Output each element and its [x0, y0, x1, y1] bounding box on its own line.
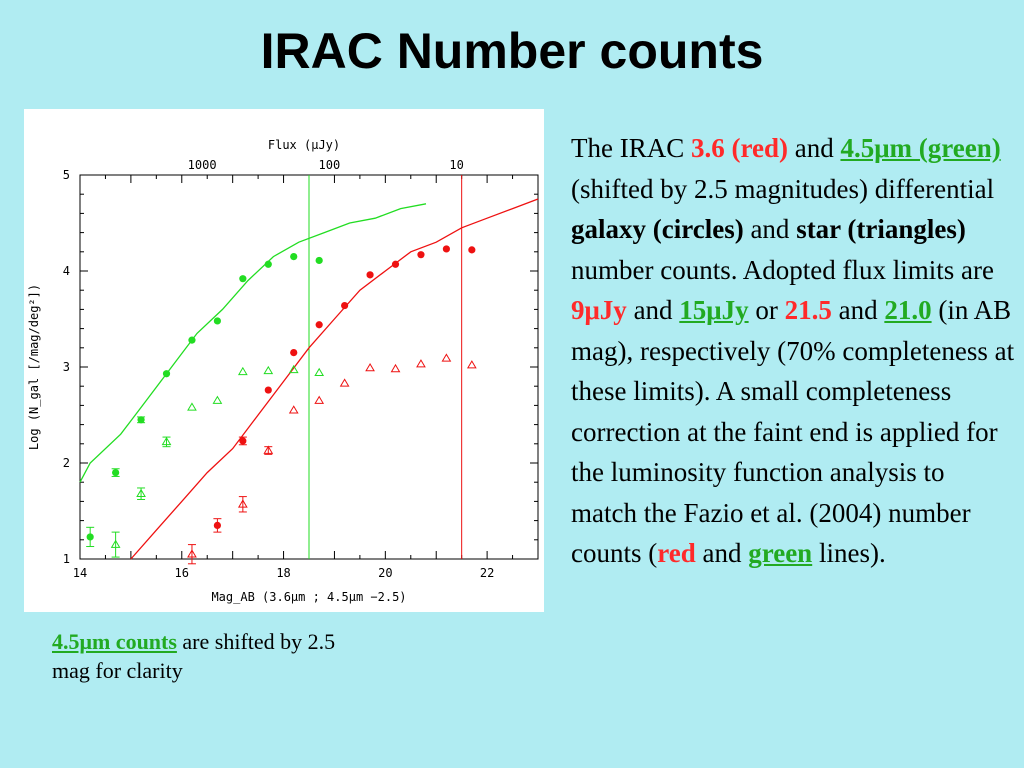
caption-rest: are shifted by 2.5 mag for clarity: [52, 629, 336, 683]
green-galaxy-point: [112, 469, 120, 477]
text-run: number counts. Adopted flux limits are: [571, 254, 994, 285]
chart-svg: Flux (μJy) Mag_AB (3.6μm ; 4.5μm −2.5) L…: [27, 138, 539, 604]
red-galaxy-point: [290, 349, 298, 357]
red-galaxy-point: [213, 521, 221, 529]
bold-term: galaxy (circles): [571, 214, 744, 244]
green-highlight: 15μJy: [679, 295, 749, 325]
green-highlight: green: [748, 538, 813, 568]
top-axis-label: Flux (μJy): [268, 138, 340, 152]
slide-title: IRAC Number counts: [260, 23, 764, 79]
x-tick-label: 22: [480, 566, 494, 580]
green-star-point: [212, 395, 223, 404]
red-highlight: red: [657, 538, 696, 568]
x-tick-label: 16: [175, 566, 189, 580]
top-tick-label: 10: [449, 158, 463, 172]
red-star-point: [390, 363, 401, 373]
red-star-point: [466, 360, 477, 369]
text-run: (shifted by 2.5 magnitudes) differential: [571, 173, 995, 204]
text-run: The IRAC: [571, 133, 691, 163]
y-axis-label: Log (N_gal [/mag/deg²]): [27, 284, 41, 450]
green-star-point: [161, 436, 172, 446]
text-run: and: [787, 133, 841, 163]
number-counts-chart: Flux (μJy) Mag_AB (3.6μm ; 4.5μm −2.5) L…: [24, 109, 544, 612]
green-star-point: [314, 367, 325, 377]
count-model-line: [130, 198, 539, 560]
red-star-point: [339, 378, 350, 387]
green-star-point: [136, 488, 146, 498]
x-tick-label: 20: [378, 566, 392, 580]
green-galaxy-point: [239, 275, 247, 283]
y-tick-label: 2: [63, 456, 70, 470]
x-tick-label: 14: [73, 566, 87, 580]
green-galaxy-point: [264, 260, 272, 268]
green-highlight: 21.0: [884, 295, 932, 325]
red-star-point: [365, 362, 375, 372]
green-star-point: [237, 366, 248, 376]
red-galaxy-point: [315, 321, 323, 329]
red-galaxy-point: [442, 245, 450, 253]
green-galaxy-point: [86, 533, 94, 541]
top-tick-label: 1000: [188, 158, 217, 172]
red-star-point: [263, 445, 274, 454]
green-star-point: [288, 364, 299, 374]
red-highlight: 9μJy: [571, 295, 627, 325]
count-model-line: [79, 203, 427, 483]
x-tick-label: 18: [276, 566, 290, 580]
red-star-point: [416, 359, 426, 368]
red-galaxy-point: [417, 251, 425, 259]
text-run: and: [695, 538, 749, 568]
bold-term: star (triangles): [796, 214, 966, 244]
red-galaxy-point: [341, 301, 349, 310]
text-run: lines).: [812, 538, 886, 568]
x-axis-label: Mag_AB (3.6μm ; 4.5μm −2.5): [211, 590, 406, 604]
green-galaxy-point: [213, 317, 221, 325]
red-star-point: [314, 395, 325, 404]
caption-highlight: 4.5μm counts: [52, 629, 177, 654]
description-text: The IRAC 3.6 (red) and 4.5μm (green) (sh…: [571, 128, 1016, 574]
green-galaxy-point: [162, 370, 171, 378]
green-galaxy-point: [137, 416, 145, 424]
green-galaxy-point: [188, 336, 196, 344]
red-galaxy-point: [264, 386, 272, 394]
red-star-point: [237, 499, 248, 508]
red-galaxy-point: [366, 271, 374, 279]
green-star-point: [187, 402, 197, 411]
y-tick-label: 5: [63, 168, 70, 182]
y-tick-label: 3: [63, 360, 70, 374]
green-star-point: [263, 365, 274, 375]
text-run: and: [831, 295, 885, 325]
y-tick-label: 1: [63, 552, 70, 566]
red-galaxy-point: [391, 260, 400, 268]
green-galaxy-point: [290, 253, 298, 261]
red-highlight: 3.6 (red): [690, 133, 788, 163]
y-tick-label: 4: [63, 264, 70, 278]
red-galaxy-point: [239, 437, 247, 445]
red-highlight: 21.5: [784, 295, 832, 325]
red-star-point: [288, 405, 299, 414]
top-tick-label: 100: [319, 158, 341, 172]
green-galaxy-point: [315, 256, 323, 265]
green-star-point: [110, 539, 121, 548]
text-run: or: [748, 295, 785, 325]
green-highlight: 4.5μm (green): [840, 133, 1001, 163]
text-run: and: [743, 214, 797, 244]
chart-caption: 4.5μm counts are shifted by 2.5 mag for …: [52, 628, 352, 685]
text-run: (in AB mag), respectively (70% completen…: [571, 295, 1015, 568]
red-star-point: [187, 549, 197, 558]
text-run: and: [626, 295, 680, 325]
red-star-point: [441, 353, 452, 362]
red-galaxy-point: [468, 246, 476, 254]
